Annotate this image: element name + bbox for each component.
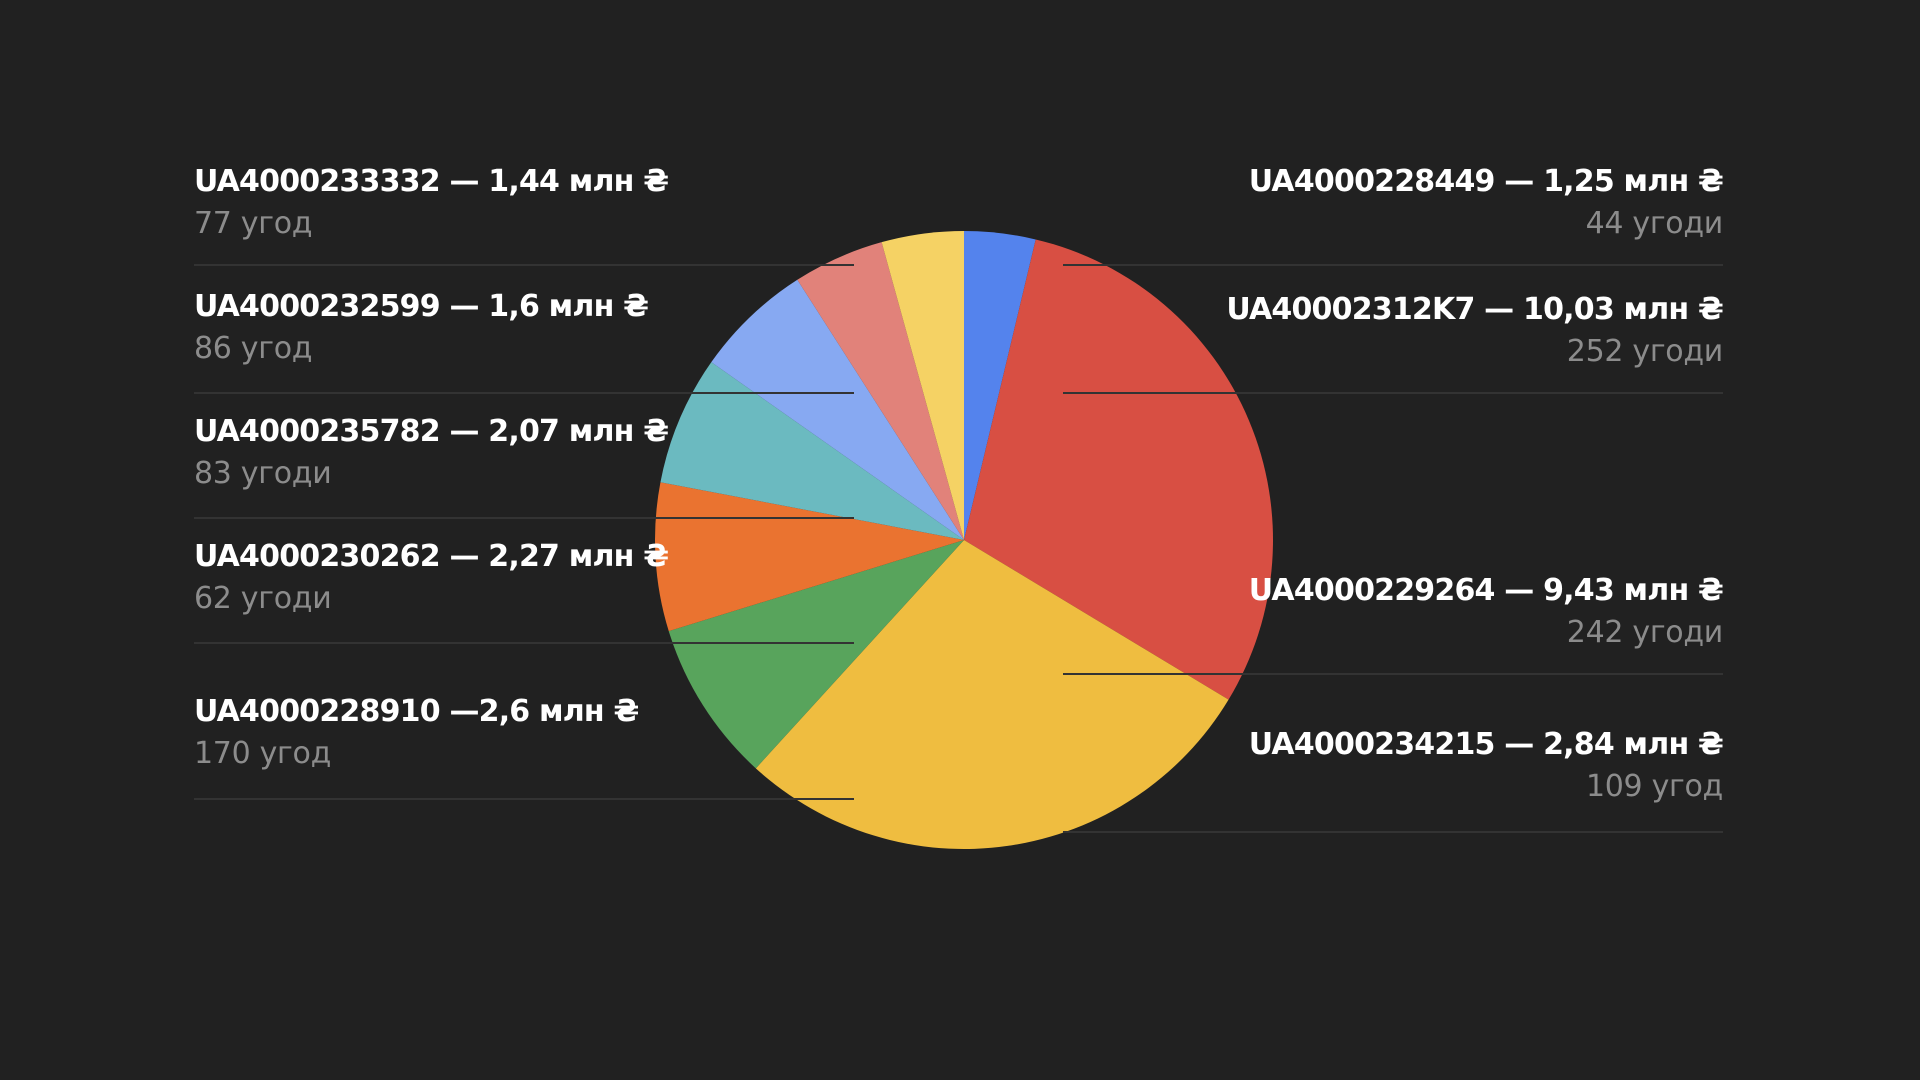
pie-slice-ua4000228910 bbox=[655, 482, 964, 632]
legend-item-ua4000228449: UA4000228449 — 1,25 млн ₴ 44 угоди bbox=[1063, 162, 1724, 266]
legend-item-title: UA4000233332 — 1,44 млн ₴ bbox=[194, 164, 669, 199]
legend-item-title: UA4000229264 — 9,43 млн ₴ bbox=[1248, 573, 1724, 608]
legend-item-deals: 83 угоди bbox=[194, 456, 332, 491]
pie-slice-ua4000228449 bbox=[964, 231, 1036, 540]
legend-item-deals: 170 угод bbox=[194, 736, 332, 771]
pie-slice-ua4000233332 bbox=[881, 231, 964, 540]
legend-item-ua4000235782: UA4000235782 — 2,07 млн ₴ 83 угоди bbox=[194, 412, 854, 519]
legend-item-title: UA4000230262 — 2,27 млн ₴ bbox=[194, 539, 669, 574]
legend-item-deals: 252 угоди bbox=[1566, 334, 1724, 369]
legend-item-ua4000232599: UA4000232599 — 1,6 млн ₴ 86 угод bbox=[194, 287, 854, 394]
legend-item-ua4000229264: UA4000229264 — 9,43 млн ₴ 242 угоди bbox=[1063, 571, 1724, 675]
pie-slice-ua4000230262 bbox=[660, 362, 964, 540]
legend-item-ua4000228910: UA4000228910 —2,6 млн ₴ 170 угод bbox=[194, 692, 854, 800]
legend-item-deals: 77 угод bbox=[194, 206, 313, 241]
legend-item-title: UA40002312K7 — 10,03 млн ₴ bbox=[1226, 292, 1723, 327]
legend-item-ua4000234215: UA4000234215 — 2,84 млн ₴ 109 угод bbox=[1063, 725, 1724, 833]
legend-item-ua4000230262: UA4000230262 — 2,27 млн ₴ 62 угоди bbox=[194, 537, 854, 644]
legend-item-ua40002312k7: UA40002312K7 — 10,03 млн ₴ 252 угоди bbox=[1063, 290, 1724, 394]
pie-slice-ua4000229264 bbox=[755, 540, 1229, 849]
legend-item-deals: 109 угод bbox=[1585, 769, 1723, 804]
pie-slice-ua4000232599 bbox=[797, 242, 964, 540]
legend-item-title: UA4000235782 — 2,07 млн ₴ bbox=[194, 414, 669, 449]
legend-item-title: UA4000228449 — 1,25 млн ₴ bbox=[1248, 164, 1724, 199]
pie-slice-ua4000234215 bbox=[668, 540, 964, 769]
legend-item-deals: 242 угоди bbox=[1566, 615, 1724, 650]
pie-slice-ua4000235782 bbox=[711, 279, 964, 540]
legend-item-title: UA4000228910 —2,6 млн ₴ bbox=[194, 694, 639, 729]
legend-item-deals: 86 угод bbox=[194, 331, 313, 366]
legend-item-deals: 62 угоди bbox=[194, 581, 332, 616]
pie-slice-ua40002312k7 bbox=[964, 239, 1273, 700]
legend-item-title: UA4000234215 — 2,84 млн ₴ bbox=[1248, 727, 1724, 762]
legend-item-deals: 44 угоди bbox=[1585, 206, 1724, 241]
legend-item-title: UA4000232599 — 1,6 млн ₴ bbox=[194, 289, 649, 324]
legend-item-ua4000233332: UA4000233332 — 1,44 млн ₴ 77 угод bbox=[194, 162, 854, 266]
